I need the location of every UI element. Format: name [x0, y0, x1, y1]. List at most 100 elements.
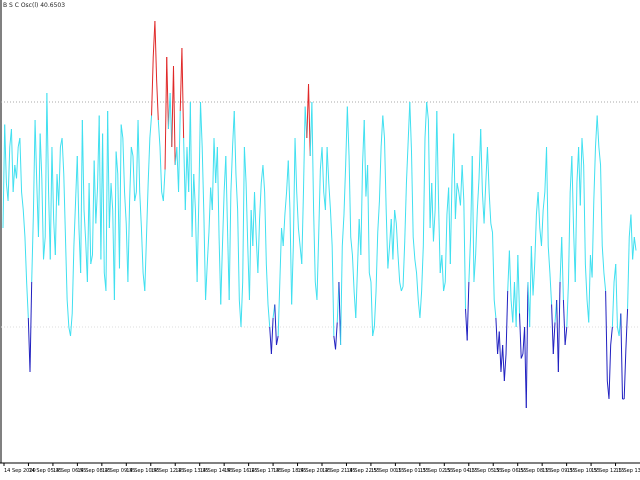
series-segment: [83, 209, 87, 242]
series-segment: [557, 281, 561, 373]
series-segment: [508, 250, 512, 301]
series-segment: [567, 191, 571, 283]
series-segment: [203, 214, 207, 301]
series-segment: [610, 326, 613, 346]
x-tick-label: 14 Sep 12:15: [151, 468, 184, 474]
series-segment: [61, 137, 65, 175]
series-segment: [534, 214, 537, 265]
series-segment: [216, 146, 220, 238]
series-segment: [287, 160, 291, 211]
series-segment: [313, 209, 316, 283]
series-segment: [100, 133, 104, 260]
series-segment: [475, 209, 478, 256]
series-segment: [456, 182, 460, 193]
series-segment: [90, 254, 93, 265]
series-segment: [409, 101, 412, 152]
series-segment: [302, 106, 306, 193]
series-segment: [328, 182, 331, 211]
series-segment: [110, 182, 114, 211]
series-segment: [37, 133, 41, 238]
series-segment: [601, 245, 605, 274]
series-segment: [225, 155, 229, 229]
series-segment: [277, 281, 281, 337]
series-segment: [252, 191, 256, 247]
series-segment: [583, 164, 586, 265]
series-segment: [41, 178, 45, 260]
x-tick-label: 14 Sep 06:55: [53, 468, 86, 474]
series-segment: [373, 290, 377, 328]
series-segment: [120, 124, 124, 139]
series-segment: [383, 137, 387, 211]
series-segment: [324, 146, 328, 211]
series-segment: [395, 223, 399, 256]
series-segment: [530, 245, 534, 296]
series-segment: [102, 133, 105, 274]
series-segment: [345, 106, 348, 166]
series-segment: [98, 115, 102, 260]
series-segment: [566, 281, 569, 328]
series-segment: [282, 214, 286, 247]
series-segment: [29, 281, 33, 373]
series-segment: [454, 182, 458, 220]
series-segment: [21, 191, 24, 211]
series-segment: [270, 317, 274, 355]
x-tick-label: 14 Sep 10:55: [126, 468, 159, 474]
series-segment: [561, 236, 564, 301]
series-segment: [574, 182, 578, 283]
series-segment: [54, 173, 58, 256]
series-segment: [596, 115, 600, 148]
series-segment: [162, 169, 166, 202]
series-segment: [448, 187, 451, 265]
series-segment: [259, 182, 262, 220]
series-segment: [243, 146, 247, 184]
series-segment: [171, 65, 174, 148]
series-segment: [593, 146, 596, 202]
series-segment: [588, 254, 591, 323]
series-segment: [237, 209, 240, 301]
series-segment: [265, 263, 269, 305]
series-segment: [294, 137, 298, 193]
series-segment: [507, 250, 510, 292]
series-segment: [235, 173, 239, 211]
series-segment: [206, 232, 210, 265]
series-segment: [58, 146, 61, 206]
series-segment: [426, 101, 429, 121]
series-segment: [71, 245, 75, 314]
series-segment: [95, 187, 99, 224]
series-segment: [311, 101, 315, 211]
series-segment: [372, 326, 375, 337]
series-segment: [627, 236, 630, 310]
series-segment: [380, 115, 384, 148]
series-segment: [233, 110, 237, 175]
series-segment: [301, 191, 304, 265]
series-segment: [134, 191, 137, 202]
series-segment: [145, 182, 149, 238]
series-segment: [172, 65, 176, 166]
series-segment: [490, 223, 494, 233]
series-segment: [118, 124, 122, 269]
series-segment: [199, 101, 203, 148]
series-segment: [139, 191, 142, 229]
x-tick-label: 15 Sep 02:55: [420, 468, 453, 474]
series-segment: [308, 83, 311, 157]
series-segment: [495, 317, 499, 355]
series-segment: [422, 137, 426, 247]
series-segment: [471, 155, 475, 283]
series-segment: [394, 209, 397, 224]
series-segment: [205, 263, 208, 301]
series-segment: [432, 209, 436, 242]
series-segment: [32, 119, 36, 215]
series-segment: [254, 191, 257, 238]
series-segment: [140, 227, 144, 274]
series-segment: [600, 164, 603, 247]
series-segment: [517, 254, 521, 314]
x-tick-label: 15 Sep 12:15: [591, 468, 624, 474]
series-segment: [537, 191, 541, 229]
series-segment: [605, 290, 608, 382]
series-segment: [502, 344, 505, 382]
series-segment: [151, 56, 154, 116]
series-segment: [132, 155, 136, 202]
series-segment: [292, 137, 296, 247]
series-segment: [434, 110, 438, 211]
